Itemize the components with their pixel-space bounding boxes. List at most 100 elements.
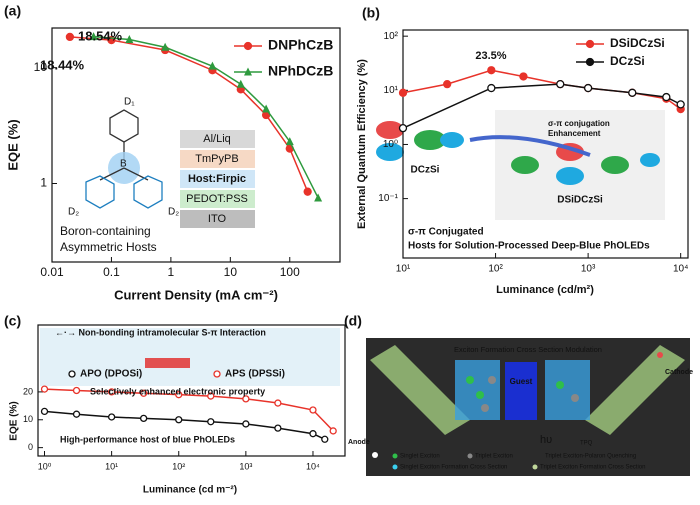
data-point: [662, 92, 671, 102]
annotation: Hosts for Solution-Processed Deep-Blue P…: [408, 241, 650, 252]
x-tick-label: 10¹: [105, 461, 118, 471]
series-line: [93, 35, 319, 199]
series-line: [69, 36, 309, 192]
data-point: [175, 391, 183, 399]
atom-label: B: [120, 159, 127, 170]
data-point: [314, 193, 323, 202]
y-tick-label: 1: [40, 176, 47, 190]
data-point: [303, 187, 312, 196]
legend-swatch: [467, 453, 473, 459]
device-stack: [180, 130, 255, 228]
data-point: [139, 389, 148, 397]
diagram-title: Exciton Formation Cross Section Modulati…: [454, 345, 602, 354]
x-tick-label: 1: [168, 265, 175, 279]
layer-label: TmPyPB: [195, 153, 238, 165]
annotation: ←·→ Non-bonding intramolecular S-π Inter…: [55, 327, 266, 337]
y-tick-label: 10: [34, 60, 48, 74]
data-point: [309, 430, 317, 438]
data-point: [398, 88, 408, 97]
legend-swatch: [392, 464, 398, 470]
legend-label: APO (DPOSi): [80, 369, 142, 380]
legend-label: DCzSi: [610, 54, 645, 68]
data-point: [242, 420, 250, 428]
x-tick-label: 10³: [581, 264, 596, 275]
y-axis-label: External Quantum Efficiency (%): [356, 59, 368, 229]
emission-label: hυ: [540, 434, 552, 446]
legend-marker: [213, 370, 221, 378]
substituent-label: D₂: [168, 207, 179, 218]
data-point: [208, 61, 217, 70]
y-tick-label: 10¹: [384, 85, 399, 96]
x-tick-label: 10⁴: [306, 461, 320, 471]
series-line: [44, 388, 334, 432]
x-tick-label: 10¹: [396, 264, 411, 275]
data-point: [556, 79, 565, 89]
y-tick-label: 10⁰: [383, 139, 398, 150]
substituent-label: D₂: [68, 207, 79, 218]
x-tick-label: 0.1: [103, 265, 120, 279]
y-tick-label: 10²: [384, 31, 399, 42]
series-line: [402, 69, 682, 110]
annotation: σ-π Conjugated: [408, 227, 484, 238]
layer-label: Al/Liq: [203, 133, 231, 145]
annotation: 23.5%: [475, 50, 506, 62]
substituent-label: D₁: [124, 97, 135, 108]
y-axis-label: EQE (%): [9, 401, 20, 440]
annotation: 18.54%: [78, 28, 123, 43]
inset-bg: [40, 328, 340, 386]
annotation: σ-π conjugation: [548, 119, 610, 128]
x-tick-label: 10: [224, 265, 238, 279]
panel-label: (c): [4, 313, 21, 329]
legend-label: Triplet Exciton: [475, 454, 513, 460]
legend-label: NPhDCzB: [268, 63, 333, 79]
x-tick-label: 10²: [488, 264, 503, 275]
legend-label: Triplet Exciton-Polaron Quenching: [545, 454, 636, 460]
data-point: [583, 83, 593, 93]
quench-label: TPQ: [580, 441, 593, 447]
diagram: [366, 338, 690, 476]
data-point: [207, 392, 215, 400]
x-tick-label: 10³: [239, 461, 252, 471]
data-point: [175, 416, 183, 424]
legend-marker: [585, 39, 595, 49]
annotation: DSiDCzSi: [557, 195, 603, 206]
y-axis-label: EQE (%): [5, 119, 20, 170]
panel-label: (a): [4, 3, 21, 19]
caption: Boron-containing: [60, 224, 151, 238]
y-tick-label: 20: [23, 386, 33, 396]
data-point: [40, 407, 49, 416]
data-point: [274, 424, 282, 432]
legend-swatch: [532, 464, 538, 470]
data-point: [236, 79, 245, 88]
data-point: [161, 42, 170, 51]
electrode-label: Anode: [348, 439, 370, 446]
x-tick-label: 0.01: [40, 265, 64, 279]
plot-frame: [37, 324, 346, 457]
legend-marker: [244, 67, 252, 76]
legend-label: Triplet Exciton Formation Cross Section: [540, 465, 645, 471]
orbital-art: [376, 110, 665, 220]
layer-label: Host:Firpic: [188, 173, 246, 185]
series-line: [44, 410, 326, 440]
data-point: [321, 435, 329, 443]
x-tick-label: 100: [280, 265, 300, 279]
x-axis-label: Current Density (mA cm⁻²): [114, 287, 278, 302]
y-tick-label: 10: [23, 414, 33, 424]
x-tick-label: 10²: [172, 461, 185, 471]
data-point: [89, 32, 98, 41]
y-tick-label: 10⁻¹: [378, 193, 398, 204]
data-point: [443, 79, 452, 89]
data-point: [207, 418, 215, 426]
x-tick-label: 10⁴: [673, 264, 688, 275]
legend-marker: [585, 57, 595, 67]
legend-swatch: [392, 453, 398, 459]
layer-label: ITO: [208, 213, 227, 225]
y-tick-label: 0: [28, 442, 33, 452]
guest-label: Guest: [510, 377, 533, 386]
data-point: [628, 88, 637, 97]
annotation: Enhancement: [548, 129, 601, 138]
data-point: [309, 406, 317, 414]
data-point: [398, 124, 408, 133]
annotation: DCzSi: [411, 165, 440, 176]
